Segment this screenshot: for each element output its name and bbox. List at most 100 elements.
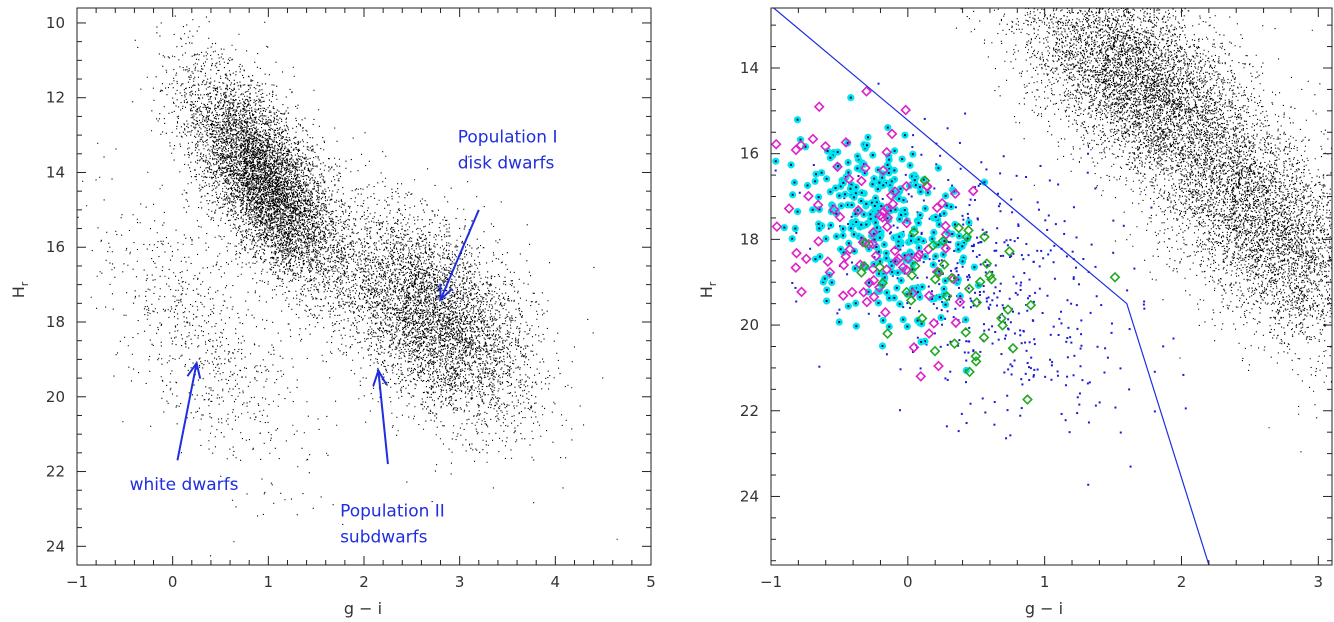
data-point <box>917 337 919 339</box>
data-point <box>994 401 996 403</box>
data-point <box>967 213 969 215</box>
data-point <box>957 262 959 264</box>
data-point <box>1002 304 1004 306</box>
data-point <box>946 425 948 427</box>
data-point <box>1103 372 1105 374</box>
data-point <box>996 296 998 298</box>
data-point <box>1080 365 1082 367</box>
x-tick-label: 4 <box>551 573 561 591</box>
data-point-core <box>848 242 850 244</box>
data-point-core <box>888 326 890 328</box>
data-point <box>938 260 940 262</box>
data-point <box>893 225 895 227</box>
data-point <box>1130 466 1132 468</box>
data-point <box>857 175 859 177</box>
data-point <box>1080 348 1082 350</box>
data-point <box>968 204 970 206</box>
data-point-core <box>850 97 852 99</box>
data-point-core <box>794 181 796 183</box>
data-point <box>999 290 1001 292</box>
data-point <box>968 274 970 276</box>
data-point-core <box>880 205 882 207</box>
data-point-core <box>968 221 970 223</box>
data-point <box>1000 255 1002 257</box>
data-point <box>977 242 979 244</box>
data-point <box>920 154 922 156</box>
data-point-core <box>826 289 828 291</box>
data-point <box>1070 303 1072 305</box>
data-point-core <box>869 213 871 215</box>
y-tick-label: 24 <box>740 487 759 505</box>
data-point <box>1025 243 1027 245</box>
data-point <box>933 303 935 305</box>
data-point-core <box>899 218 901 220</box>
data-point <box>1051 364 1053 366</box>
data-point <box>1057 375 1059 377</box>
data-point-core <box>861 192 863 194</box>
data-point <box>1034 343 1036 345</box>
data-point <box>1030 357 1032 359</box>
data-point <box>970 199 972 201</box>
data-point <box>1076 412 1078 414</box>
data-point <box>1014 332 1016 334</box>
data-point-core <box>885 257 887 259</box>
data-point <box>931 290 933 292</box>
data-point <box>986 231 988 233</box>
data-point <box>890 231 892 233</box>
data-point <box>792 263 800 271</box>
data-point <box>1017 237 1019 239</box>
data-point <box>956 270 958 272</box>
data-point <box>1073 355 1075 357</box>
data-point <box>930 319 938 327</box>
annotation-label: disk dwarfs <box>458 154 555 174</box>
data-point-core <box>946 205 948 207</box>
data-point <box>1009 298 1011 300</box>
data-point <box>1057 183 1059 185</box>
data-point <box>1087 382 1089 384</box>
data-point-core <box>849 188 851 190</box>
data-point-core <box>935 255 937 257</box>
data-point-core <box>815 173 817 175</box>
data-point <box>1018 312 1020 314</box>
data-point <box>1096 295 1098 297</box>
data-point <box>1012 276 1014 278</box>
data-point <box>1087 153 1089 155</box>
data-point-core <box>814 258 816 260</box>
data-point <box>1020 289 1022 291</box>
data-point <box>1082 258 1084 260</box>
data-point-core <box>856 167 858 169</box>
data-point <box>1097 346 1099 348</box>
data-point <box>1024 342 1026 344</box>
data-point <box>765 186 767 188</box>
data-point <box>1027 297 1029 299</box>
data-point-core <box>885 252 887 254</box>
data-point <box>1075 267 1077 269</box>
data-point <box>969 276 971 278</box>
data-point <box>983 330 985 332</box>
data-point <box>1007 318 1009 320</box>
data-point <box>946 247 948 249</box>
data-point-core <box>931 238 933 240</box>
data-point-core <box>933 231 935 233</box>
data-point <box>962 306 964 308</box>
data-point <box>1033 338 1035 340</box>
data-point <box>1003 371 1005 373</box>
data-point <box>1029 295 1031 297</box>
data-point <box>959 142 961 144</box>
data-point <box>966 422 968 424</box>
data-point-core <box>835 187 837 189</box>
data-point <box>944 377 946 379</box>
data-point-core <box>900 188 902 190</box>
data-point <box>1073 278 1075 280</box>
data-point <box>1063 233 1065 235</box>
data-point-core <box>855 186 857 188</box>
data-point <box>979 254 981 256</box>
left-density-points <box>52 0 617 556</box>
data-point <box>999 172 1001 174</box>
data-point <box>1080 345 1082 347</box>
right-x-axis-label: g − i <box>1025 599 1063 618</box>
data-point-core <box>957 248 959 250</box>
data-point <box>1053 261 1055 263</box>
